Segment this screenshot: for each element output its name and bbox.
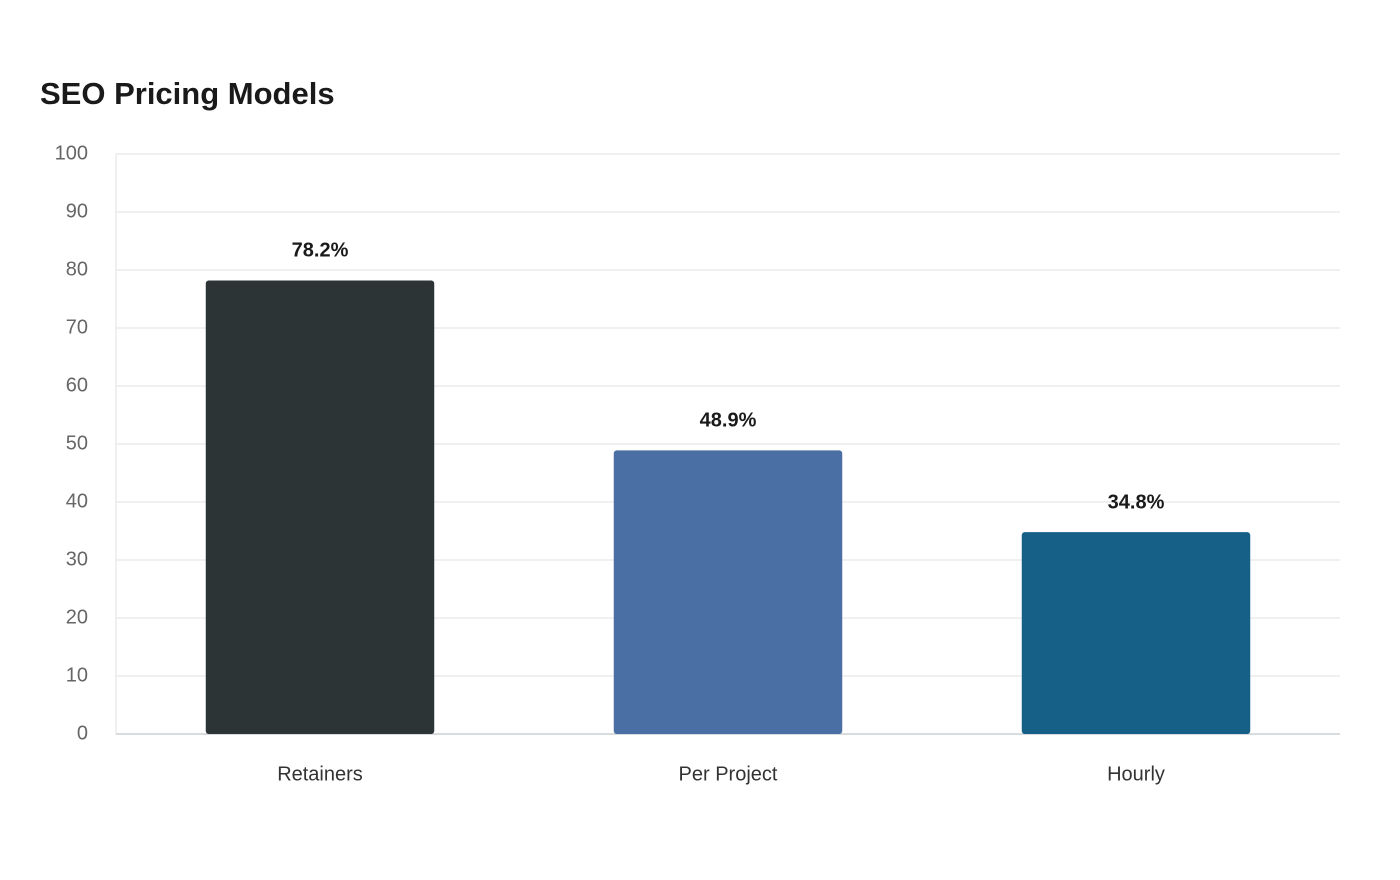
y-tick-label: 60 (66, 374, 88, 396)
y-tick-label: 20 (66, 606, 88, 628)
y-tick-label: 30 (66, 548, 88, 570)
y-tick-label: 50 (66, 432, 88, 454)
y-tick-label: 0 (77, 722, 88, 744)
y-tick-label: 10 (66, 664, 88, 686)
x-tick-label: Per Project (679, 763, 778, 785)
x-tick-label: Retainers (277, 763, 363, 785)
bar (1021, 532, 1251, 734)
chart-title: SEO Pricing Models (40, 76, 335, 111)
y-tick-label: 40 (66, 490, 88, 512)
y-tick-label: 90 (66, 200, 88, 222)
bar (205, 280, 435, 734)
y-tick-label: 100 (55, 142, 88, 164)
bar (613, 450, 843, 734)
data-label: 78.2% (292, 240, 349, 262)
data-label: 34.8% (1108, 491, 1165, 513)
data-label: 48.9% (700, 410, 757, 432)
y-tick-label: 80 (66, 258, 88, 280)
x-tick-label: Hourly (1107, 763, 1165, 785)
y-tick-label: 70 (66, 316, 88, 338)
